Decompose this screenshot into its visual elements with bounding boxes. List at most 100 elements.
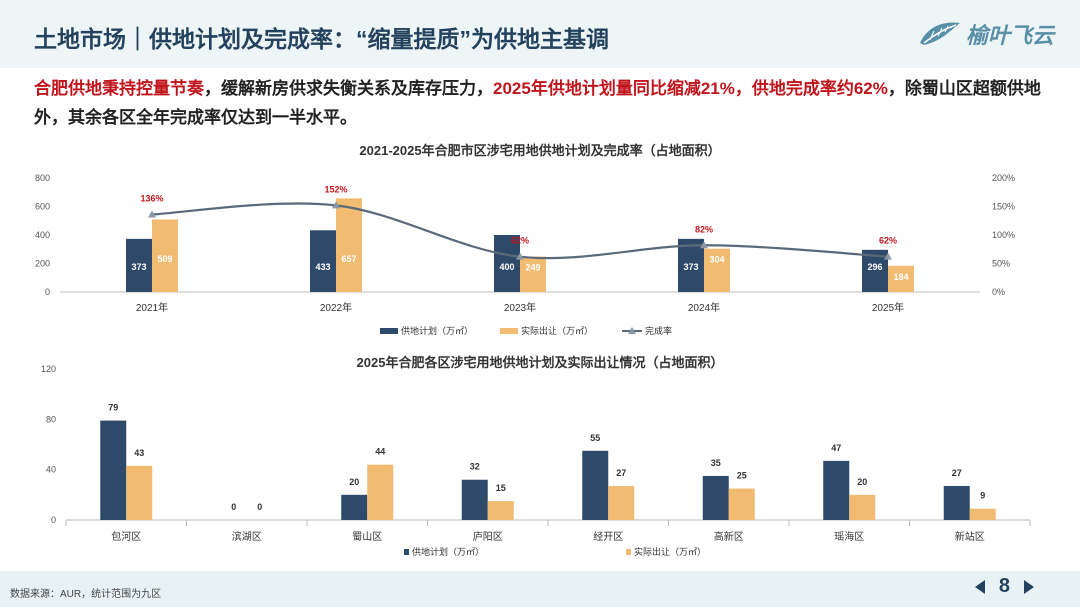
- bar-plan-label: 296: [867, 262, 882, 272]
- bar-plan: [494, 235, 520, 292]
- bar-actual-label: 15: [496, 483, 506, 493]
- y2-tick-label: 0%: [992, 287, 1005, 297]
- bar-actual: [367, 464, 394, 520]
- x-tick-label: 2023年: [504, 301, 536, 314]
- bar-actual-label: 44: [375, 447, 385, 457]
- bar-actual: [888, 265, 914, 292]
- bar-plan: [126, 238, 152, 292]
- rate-point: [516, 252, 524, 260]
- bar-plan-label: 373: [683, 262, 698, 272]
- x-tick-label: 高新区: [714, 530, 744, 543]
- bar-plan-label: 20: [349, 477, 359, 487]
- y-tick-label: 40: [46, 465, 56, 475]
- summary-part: 2025年供地计划量同比缩减21%，供地完成率约62%: [493, 79, 888, 98]
- x-tick-label: 包河区: [111, 530, 141, 543]
- rate-point: [332, 201, 340, 209]
- bar-plan-label: 400: [499, 262, 514, 272]
- bar-plan: [310, 230, 336, 292]
- bar-actual: [849, 494, 876, 520]
- page-number: 8: [998, 575, 1010, 597]
- x-tick-label: 2025年: [872, 301, 904, 314]
- x-tick-label: 庐阳区: [473, 530, 503, 543]
- rate-label: 136%: [140, 193, 163, 203]
- bar-plan: [461, 479, 488, 520]
- x-tick-label: 新站区: [955, 530, 985, 543]
- y-tick-label: 400: [35, 230, 50, 240]
- summary-part: ，缓解新房供求失衡关系及库存压力，: [204, 79, 493, 98]
- bar-actual: [704, 248, 730, 292]
- brand-logo: 榆叶飞云: [918, 18, 1054, 50]
- footer-bar: 数据来源：AUR，统计范围为九区 8: [0, 571, 1080, 607]
- bar-plan-label: 79: [108, 403, 118, 413]
- y2-tick-label: 200%: [992, 173, 1015, 183]
- x-tick-label: 滨湖区: [232, 530, 262, 543]
- summary-part: 合肥供地秉持控量节奏: [34, 79, 204, 98]
- legend-swatch-actual: [626, 549, 631, 555]
- bar-plan-label: 373: [131, 262, 146, 272]
- data-source: 数据来源：AUR，统计范围为九区: [10, 589, 162, 600]
- bar-actual-label: 20: [857, 477, 867, 487]
- bar-actual-label: 43: [134, 448, 144, 458]
- bar-actual-label: 304: [709, 255, 724, 265]
- chart-2-title: 2025年合肥各区涉宅用地供地计划及实际出让情况（占地面积）: [356, 355, 724, 370]
- pager: 8: [974, 575, 1034, 598]
- bar-plan: [582, 450, 609, 520]
- bar-plan-label: 0: [231, 502, 236, 512]
- logo-text: 榆叶飞云: [965, 23, 1054, 48]
- bar-plan-label: 32: [470, 462, 480, 472]
- bar-actual: [728, 488, 755, 520]
- y2-tick-label: 50%: [992, 259, 1010, 269]
- prev-page-icon[interactable]: [974, 579, 985, 594]
- chart-1-title: 2021-2025年合肥市区涉宅用地供地计划及完成率（占地面积）: [359, 143, 721, 158]
- x-tick-label: 瑶海区: [834, 530, 864, 543]
- y2-tick-label: 150%: [992, 202, 1015, 212]
- legend-swatch-plan: [404, 549, 409, 555]
- y2-tick-label: 100%: [992, 230, 1015, 240]
- y-tick-label: 200: [35, 259, 50, 269]
- bar-actual: [520, 256, 546, 292]
- bar-actual: [126, 465, 153, 520]
- bar-plan-label: 35: [711, 458, 721, 468]
- y-tick-label: 0: [51, 515, 56, 525]
- rate-label: 152%: [324, 184, 347, 194]
- legend-label-plan: 供地计划（万㎡）: [412, 546, 484, 557]
- bar-plan-label: 433: [315, 262, 330, 272]
- y-tick-label: 80: [46, 414, 56, 424]
- bar-actual-label: 184: [893, 272, 908, 282]
- next-page-icon[interactable]: [1024, 579, 1034, 594]
- bar-actual-label: 9: [980, 491, 985, 501]
- bar-plan: [341, 494, 368, 520]
- bar-plan-label: 55: [590, 433, 600, 443]
- legend-label-plan: 供地计划（万㎡）: [401, 325, 473, 336]
- bar-plan: [823, 460, 850, 520]
- page-title: 土地市场｜供地计划及完成率：“缩量提质”为供地主基调: [34, 26, 609, 52]
- bar-plan: [943, 486, 970, 520]
- bar-actual: [336, 198, 362, 292]
- legend-label-actual: 实际出让（万㎡）: [521, 325, 593, 336]
- x-tick-label: 蜀山区: [352, 531, 382, 543]
- rate-point: [884, 252, 892, 260]
- bar-actual: [487, 501, 514, 520]
- bar-actual-label: 509: [157, 254, 172, 264]
- chart-2-district-supply: 0 40 80 120 79 43 包河区 0 0 滨湖区 20 44 蜀山区 32 15 庐阳区 55 27 经开…: [41, 364, 1031, 557]
- rate-point: [148, 210, 156, 218]
- rate-point: [700, 241, 708, 249]
- legend-label-rate: 完成率: [645, 325, 672, 336]
- y-tick-label: 800: [35, 173, 50, 183]
- rate-label: 82%: [695, 224, 713, 234]
- bar-actual: [969, 508, 996, 520]
- chart-1-supply-plan-vs-rate: 0 200 400 600 800 0% 50% 100% 150% 200% 373 509 2021…: [35, 173, 1015, 336]
- summary-part: ，除蜀山区超额供地外，其余各区全年完成率仅达到一半水平。: [34, 79, 1041, 127]
- bar-actual-label: 0: [257, 502, 262, 512]
- legend-swatch-plan: [380, 328, 398, 334]
- summary-text: 合肥供地秉持控量节奏，缓解新房供求失衡关系及库存压力，2025年供地计划量同比缩…: [34, 74, 1054, 132]
- leaf-icon: [919, 22, 960, 45]
- bar-actual: [608, 486, 635, 520]
- x-tick-label: 经开区: [593, 530, 623, 543]
- bar-plan: [100, 420, 127, 520]
- bar-actual-label: 657: [341, 254, 356, 264]
- legend-label-actual: 实际出让（万㎡）: [634, 546, 706, 557]
- bar-actual: [152, 219, 178, 292]
- bar-actual-label: 249: [525, 263, 540, 273]
- legend-marker-rate: [628, 327, 636, 334]
